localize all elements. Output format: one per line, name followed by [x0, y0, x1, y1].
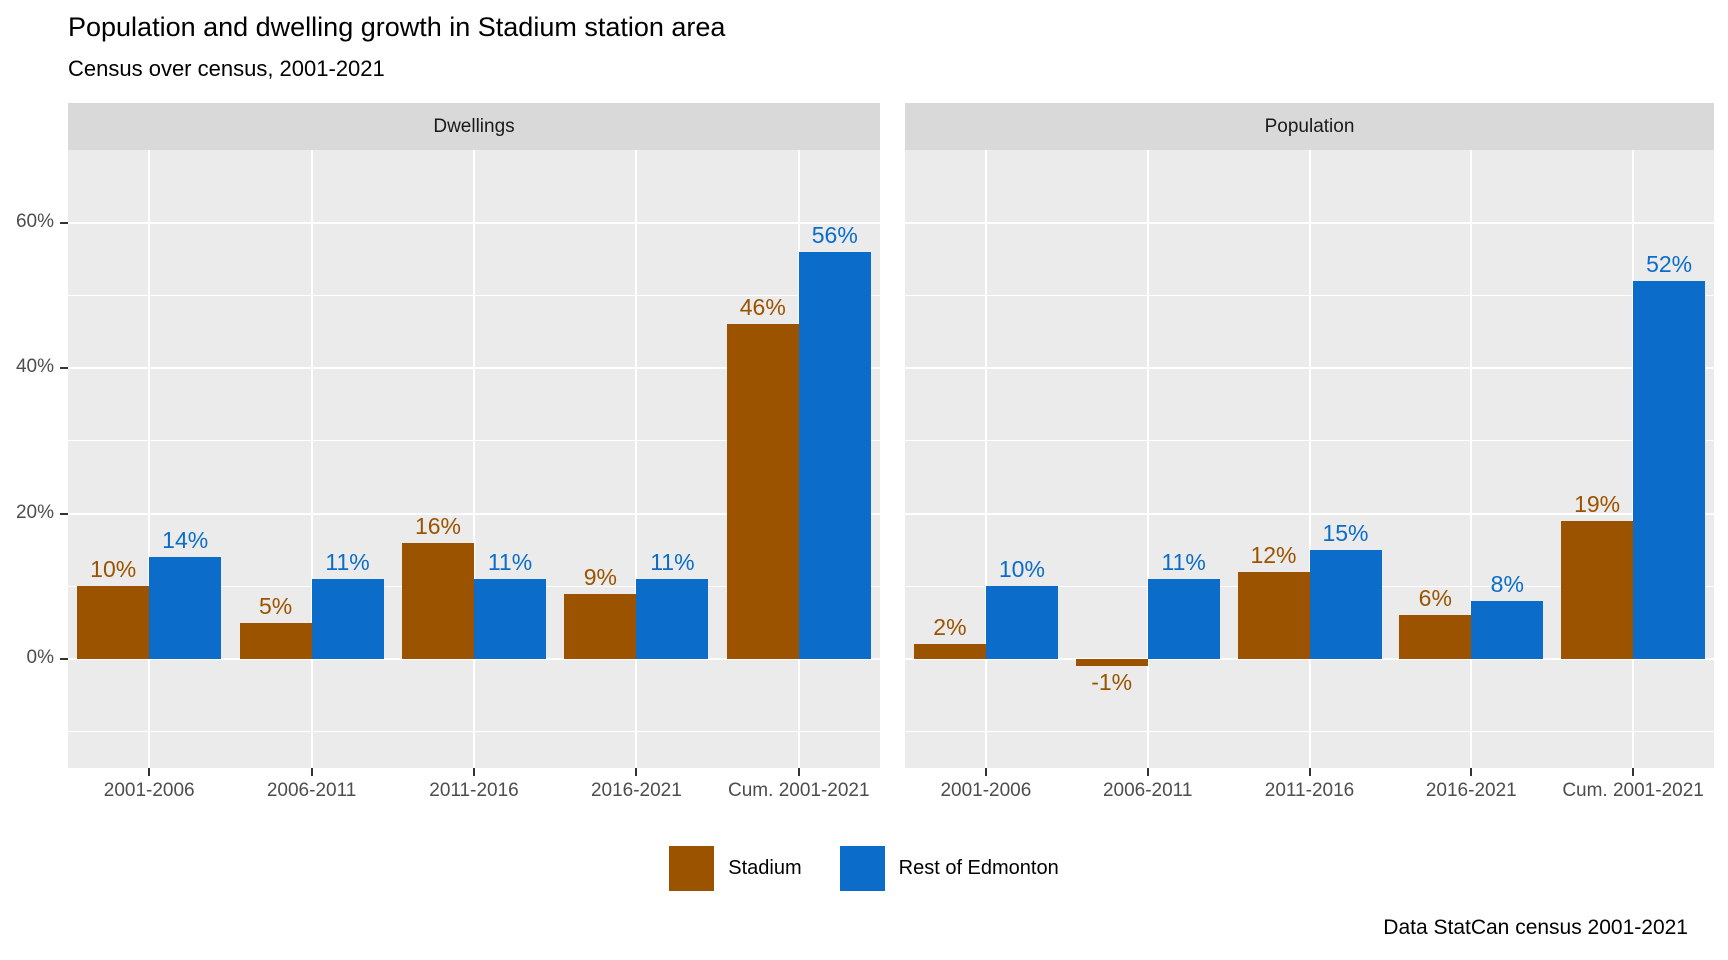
x-tick-label: 2016-2021 — [1425, 780, 1517, 801]
y-tick-label: 60% — [15, 210, 54, 232]
facet-strip-population: Population — [905, 103, 1714, 150]
x-tick — [635, 768, 638, 776]
bar-stadium — [913, 644, 986, 659]
bar-rest-of-edmonton — [985, 586, 1058, 659]
x-tick — [984, 768, 987, 776]
bar-stadium — [402, 542, 474, 659]
bar-rest-of-edmonton — [1309, 549, 1382, 659]
y-tick — [60, 367, 68, 370]
x-tick — [148, 768, 151, 776]
y-tick — [60, 512, 68, 515]
x-tick-label: 2006-2011 — [266, 780, 357, 801]
x-tick — [1308, 768, 1311, 776]
x-tick — [473, 768, 475, 776]
legend-item-rest-of-edmonton: Rest of Edmonton — [839, 846, 1059, 891]
chart-title: Population and dwelling growth in Stadiu… — [68, 12, 726, 42]
legend: Stadium Rest of Edmonton — [0, 846, 1728, 891]
bar-value-label: 11% — [325, 548, 370, 575]
bar-rest-of-edmonton — [311, 578, 384, 659]
bar-value-label: 15% — [1322, 519, 1369, 546]
panel-population: 2% -1% 12% 6% 19% 10% 11% 15% 8% 52% — [905, 150, 1714, 768]
gridline-v-major — [984, 150, 987, 768]
bar-value-label: 19% — [1574, 490, 1621, 517]
bar-rest-of-edmonton — [474, 578, 546, 659]
bar-value-label: 14% — [162, 527, 209, 554]
bar-stadium — [239, 622, 312, 659]
bar-stadium — [1237, 571, 1310, 659]
gridline-v-major — [1470, 150, 1473, 768]
bar-rest-of-edmonton — [636, 578, 709, 659]
x-tick — [797, 768, 800, 776]
bar-rest-of-edmonton — [798, 251, 871, 659]
bar-value-label: -1% — [1091, 669, 1133, 696]
bar-value-label: 6% — [1418, 585, 1452, 612]
y-tick-label: 0% — [26, 646, 54, 668]
x-tick-label: 2011-2016 — [1264, 780, 1355, 801]
chart-caption: Data StatCan census 2001-2021 — [1383, 916, 1688, 939]
bar-value-label: 56% — [811, 221, 858, 248]
bar-rest-of-edmonton — [1633, 280, 1706, 659]
y-tick — [60, 221, 68, 224]
gridline-v-major — [1146, 150, 1149, 768]
bar-stadium — [1561, 520, 1634, 659]
x-tick — [1146, 768, 1149, 776]
bar-value-label: 10% — [90, 556, 137, 583]
gridline-v-major — [473, 150, 475, 768]
x-tick-label: Cum. 2001-2021 — [728, 780, 870, 801]
x-tick — [310, 768, 313, 776]
x-tick-label: 2006-2011 — [1102, 780, 1193, 801]
gridline-v-major — [310, 150, 313, 768]
legend-swatch-stadium — [669, 846, 715, 891]
bar-value-label: 46% — [739, 294, 786, 321]
y-tick-label: 20% — [15, 501, 54, 523]
facet-strip-dwellings: Dwellings — [68, 103, 880, 150]
bar-rest-of-edmonton — [1147, 578, 1220, 659]
bar-value-label: 52% — [1646, 250, 1693, 277]
legend-swatch-rest-of-edmonton — [839, 846, 885, 891]
panel-dwellings: 10% 5% 16% 9% 46% 14% 11% 11% 11% 56% — [68, 150, 880, 768]
x-tick-label: Cum. 2001-2021 — [1562, 780, 1704, 801]
bar-value-label: 11% — [1161, 548, 1206, 575]
legend-label: Stadium — [728, 857, 802, 879]
bar-value-label: 9% — [583, 563, 618, 590]
bar-stadium — [1075, 658, 1148, 667]
legend-label: Rest of Edmonton — [898, 857, 1059, 879]
bar-value-label: 8% — [1490, 570, 1524, 597]
bar-value-label: 12% — [1250, 541, 1297, 568]
bar-value-label: 11% — [650, 548, 695, 575]
x-tick — [1470, 768, 1473, 776]
gridline-v-major — [635, 150, 638, 768]
x-tick-label: 2011-2016 — [429, 780, 519, 801]
bar-stadium — [1399, 615, 1472, 659]
x-tick-label: 2001-2006 — [940, 780, 1032, 801]
chart-subtitle: Census over census, 2001-2021 — [68, 56, 385, 81]
bar-value-label: 2% — [933, 614, 967, 641]
x-tick-label: 2001-2006 — [103, 780, 195, 801]
bar-stadium — [564, 593, 637, 659]
bar-value-label: 16% — [414, 512, 462, 539]
legend-item-stadium: Stadium — [669, 846, 802, 891]
bar-stadium — [726, 324, 799, 659]
y-tick-label: 40% — [15, 356, 54, 378]
y-tick — [60, 657, 68, 660]
facet-strip-label: Population — [1264, 115, 1355, 137]
bar-value-label: 10% — [998, 556, 1045, 583]
bar-rest-of-edmonton — [149, 557, 222, 659]
facet-strip-label: Dwellings — [433, 115, 515, 137]
bar-rest-of-edmonton — [1471, 600, 1544, 659]
gridline-v-major — [1308, 150, 1311, 768]
bar-value-label: 5% — [258, 592, 293, 619]
x-tick-label: 2016-2021 — [590, 780, 682, 801]
bar-value-label: 11% — [487, 548, 533, 575]
x-tick — [1632, 768, 1635, 776]
bar-stadium — [77, 586, 150, 659]
gridline-v-major — [148, 150, 151, 768]
